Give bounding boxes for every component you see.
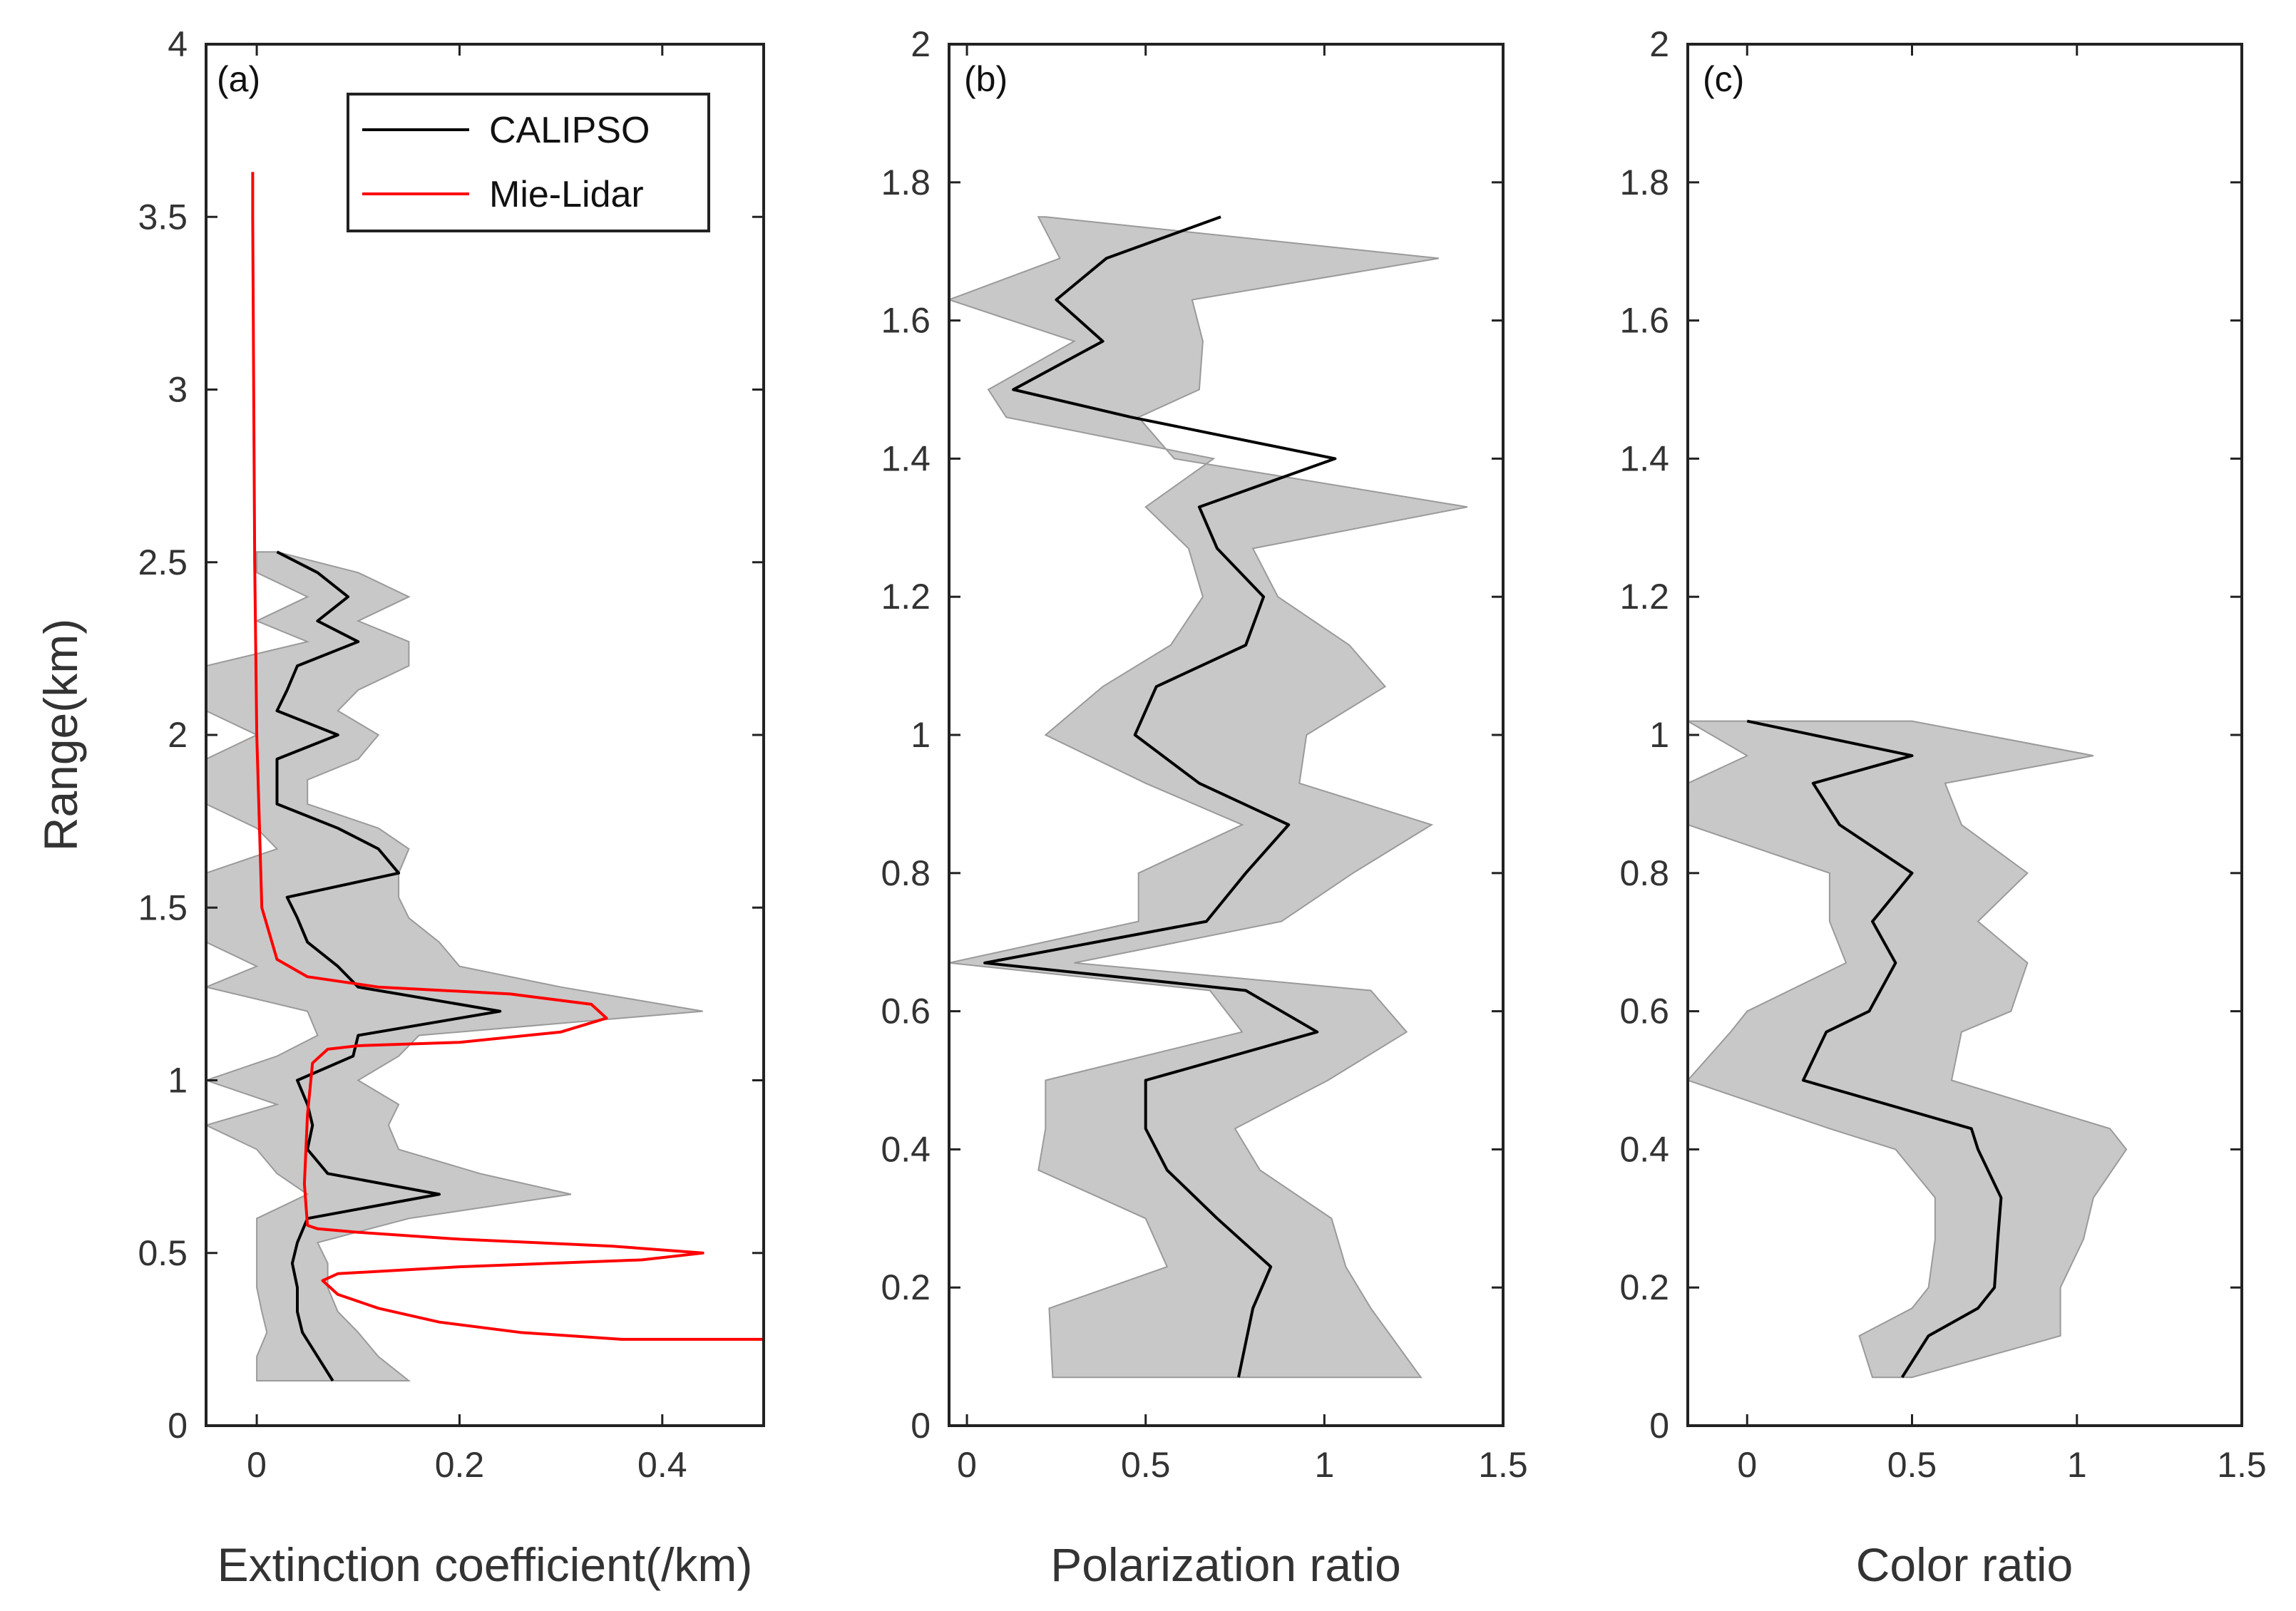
panel-c-ytick-label: 0.8 (1619, 853, 1669, 893)
panel-b-xtick-label: 0.5 (1121, 1445, 1171, 1485)
panel-a-ytick-label: 0.5 (138, 1233, 188, 1273)
panel-a-mie-lidar-line (251, 172, 764, 1341)
panel-b-ytick-label: 0.4 (881, 1129, 931, 1169)
panel-b-ytick-label: 0.8 (881, 853, 931, 893)
panel-c-plot-area: 0 0.5 1 1.5 0 0.2 0.4 0.6 0.8 1 1.2 1.4 1.6 1.8 2 (1619, 24, 2266, 1485)
panel-c-series-group (1688, 719, 2128, 1379)
panel-b-xtick-label: 1 (1314, 1445, 1334, 1485)
legend: CALIPSO Mie-Lidar (347, 93, 710, 232)
panel-c-xtick-label: 1 (2067, 1445, 2087, 1485)
panel-c: 0 0.5 1 1.500.20.40.60.811.21.41.61.82 (c) … (1619, 24, 2266, 1591)
panel-b-polarization-ratio-uncertainty-band (949, 216, 1468, 1379)
panel-c-axes-box (1686, 43, 2243, 1427)
panel-b-ytick-label: 0 (911, 1406, 931, 1446)
panel-c-ytick-label: 0.2 (1619, 1267, 1669, 1307)
panel-a-xtick-label: 0 (247, 1445, 267, 1485)
panel-c-ytick-label: 0.6 (1619, 992, 1669, 1031)
panel-a-ytick-label: 1 (168, 1061, 188, 1101)
panel-b-ytick-label: 0.2 (881, 1267, 931, 1307)
panel-a-series-group (206, 172, 764, 1382)
panel-a-xtick-label: 0.2 (435, 1445, 485, 1485)
panel-c-ytick-label: 1.4 (1619, 438, 1669, 478)
panel-c-color-ratio-uncertainty-band (1688, 720, 2128, 1379)
panel-b-axes-box (948, 43, 1505, 1427)
panel-b-ytick-label: 0.6 (881, 992, 931, 1031)
panel-b-polarization-ratio-line (983, 215, 1337, 1378)
panel-a-ytick-label: 4 (168, 24, 188, 64)
panel-a-ytick-label: 2 (168, 715, 188, 755)
panel-a-xlabel: Extinction coefficient(/km) (217, 1538, 753, 1591)
panel-b-ytick-label: 1 (911, 715, 931, 755)
panel-b-xlabel: Polarization ratio (1050, 1538, 1401, 1591)
panel-c-ytick-label: 0.4 (1619, 1129, 1669, 1169)
panel-b: 0 0.5 1 1.500.20.40.60.811.21.41.61.82 (b) … (881, 24, 1527, 1591)
panel-b-xtick-label: 0 (957, 1445, 977, 1485)
panel-a-ytick-label: 0 (168, 1406, 188, 1446)
legend-label-calipso: CALIPSO (489, 110, 650, 151)
panel-c-xtick-label: 0.5 (1887, 1445, 1937, 1485)
panel-a-plot-area: 0 0.2 0.4 0 0.5 1 1.5 2 2.5 3 3.5 4 (138, 24, 764, 1485)
panel-a-axes-box (205, 43, 765, 1427)
panel-c-xtick-label: 0 (1737, 1445, 1757, 1485)
panel-b-ytick-label: 1.8 (881, 163, 931, 202)
panel-b-xtick-label: 1.5 (1478, 1445, 1528, 1485)
panel-c-color-ratio-line (1746, 719, 2003, 1379)
panel-b-plot-area: 0 0.5 1 1.5 0 0.2 0.4 0.6 0.8 1 1.2 1.4 1.6 1.8 2 (881, 24, 1527, 1485)
panel-c-ytick-label: 1.6 (1619, 301, 1669, 341)
panel-b-ytick-label: 1.2 (881, 577, 931, 617)
panel-a-ylabel: Range(km) (34, 619, 87, 851)
panel-a-calipso-line (275, 550, 502, 1382)
panel-a-label: (a) (217, 59, 260, 99)
panel-a: 0 0.2 0.4 0 0.5 1 1.5 2 2.5 3 3.5 4 (a) CALIPSO Mie… (34, 24, 765, 1591)
panel-a-ytick-label: 3 (168, 370, 188, 410)
panel-a-ytick-label: 3.5 (138, 197, 188, 237)
panel-c-label: (c) (1703, 59, 1744, 99)
panel-b-label: (b) (964, 59, 1008, 99)
panel-a-ytick-label: 2.5 (138, 542, 188, 582)
panel-c-xlabel: Color ratio (1856, 1538, 2073, 1591)
panel-b-ytick-label: 2 (911, 24, 931, 64)
panel-b-ytick-label: 1.4 (881, 438, 931, 478)
panel-b-ytick-label: 1.6 (881, 301, 931, 341)
panel-c-ytick-label: 2 (1649, 24, 1669, 64)
panel-a-xtick-label: 0.4 (637, 1445, 687, 1485)
panel-c-ytick-label: 1 (1649, 715, 1669, 755)
panel-c-ytick-label: 1.8 (1619, 163, 1669, 202)
legend-box (347, 93, 710, 232)
panel-a-calipso-uncertainty-band (206, 551, 703, 1381)
panel-b-series-group (949, 215, 1468, 1379)
panel-c-ytick-label: 0 (1649, 1406, 1669, 1446)
legend-label-mie-lidar: Mie-Lidar (489, 174, 644, 215)
panel-c-xtick-label: 1.5 (2217, 1445, 2267, 1485)
panel-c-ytick-label: 1.2 (1619, 577, 1669, 617)
panel-a-ytick-label: 1.5 (138, 887, 188, 927)
